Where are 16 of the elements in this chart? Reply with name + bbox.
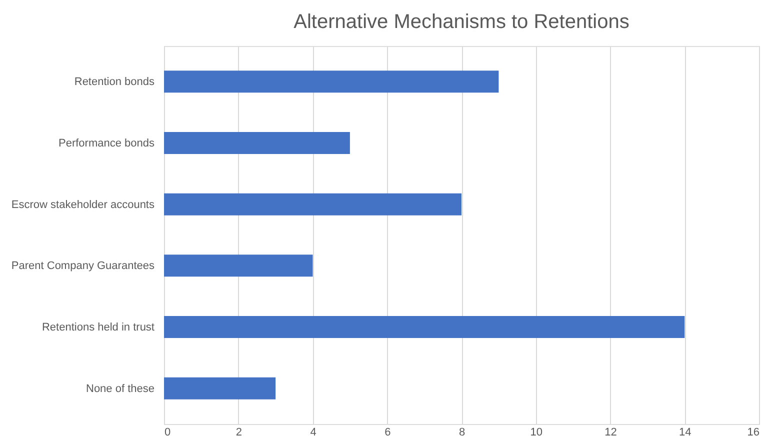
y-tick-label: Performance bonds: [58, 138, 155, 150]
x-tick-label: 14: [679, 426, 692, 438]
x-tick-label: 16: [747, 426, 760, 438]
x-tick-label: 6: [384, 426, 391, 438]
chart-title: Alternative Mechanisms to Retentions: [294, 11, 630, 33]
x-tick-label: 4: [310, 426, 316, 438]
x-tick-label: 2: [236, 426, 242, 438]
x-tick-label: 8: [458, 426, 466, 438]
y-tick-label: Retentions held in trust: [42, 322, 154, 334]
y-tick-label: Escrow stakeholder accounts: [11, 198, 155, 211]
x-tick-label: 10: [530, 426, 542, 438]
y-tick-label: None of these: [86, 382, 154, 395]
x-tick-label: 12: [604, 426, 617, 438]
x-tick-label: 0: [164, 426, 171, 438]
y-tick-label: Parent Company Guarantees: [11, 260, 155, 272]
y-tick-label: Retention bonds: [74, 76, 155, 88]
